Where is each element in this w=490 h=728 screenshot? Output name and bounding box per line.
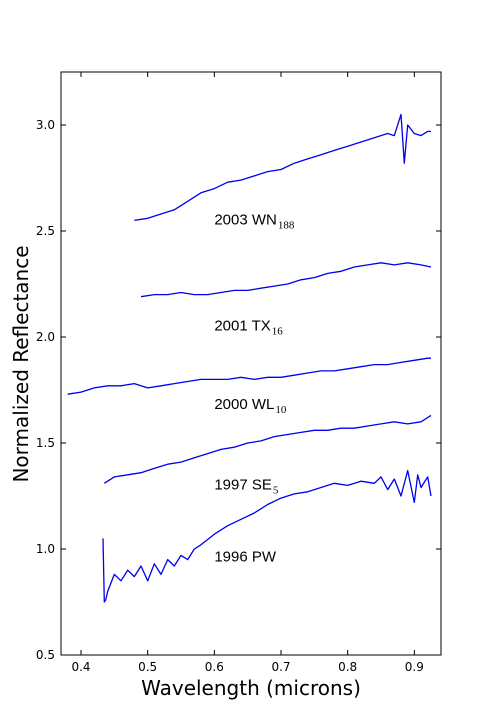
series-layer: [67, 113, 432, 603]
x-axis-title: Wavelength (microns): [141, 676, 361, 700]
series-label-subscript: 16: [272, 326, 284, 338]
series-labels: 2003 WN 188 2001 TX 16 2000 WL 10 1997 SE 5 1996…: [214, 212, 295, 566]
y-tick-label: 2.5: [36, 224, 55, 238]
series-line: [102, 469, 432, 603]
series-label-subscript: 10: [275, 404, 287, 416]
series-line: [140, 262, 432, 298]
plot-frame: [60, 71, 442, 656]
x-tick-label: 0.6: [205, 660, 224, 674]
y-axis-title: Normalized Reflectance: [9, 245, 33, 482]
y-tick-label: 1.0: [36, 542, 55, 556]
series-label: 1996 PW: [214, 549, 277, 566]
x-tick-label: 0.5: [138, 660, 157, 674]
x-tick-label: 0.4: [71, 660, 90, 674]
axis-ticks: 0.4 0.5 0.6 0.7 0.8 0.9 0.5 1.0 1.5 2.0 2.5 3.0: [36, 72, 441, 674]
x-tick-label: 0.7: [271, 660, 290, 674]
series-label: 1997 SE: [214, 477, 272, 494]
y-tick-label: 3.0: [36, 118, 55, 132]
series-label: 2003 WN: [214, 212, 277, 229]
y-tick-label: 1.5: [36, 436, 55, 450]
y-tick-label: 2.0: [36, 330, 55, 344]
x-tick-label: 0.9: [405, 660, 424, 674]
series-line: [67, 357, 431, 395]
y-tick-label: 0.5: [36, 648, 55, 662]
series-line: [103, 414, 432, 484]
x-tick-label: 0.8: [338, 660, 357, 674]
series-label: 2000 WL: [214, 396, 274, 413]
series-label-subscript: 188: [278, 220, 295, 232]
series-label-subscript: 5: [273, 485, 279, 497]
series-label: 2001 TX: [214, 318, 270, 335]
series-line: [134, 113, 431, 222]
